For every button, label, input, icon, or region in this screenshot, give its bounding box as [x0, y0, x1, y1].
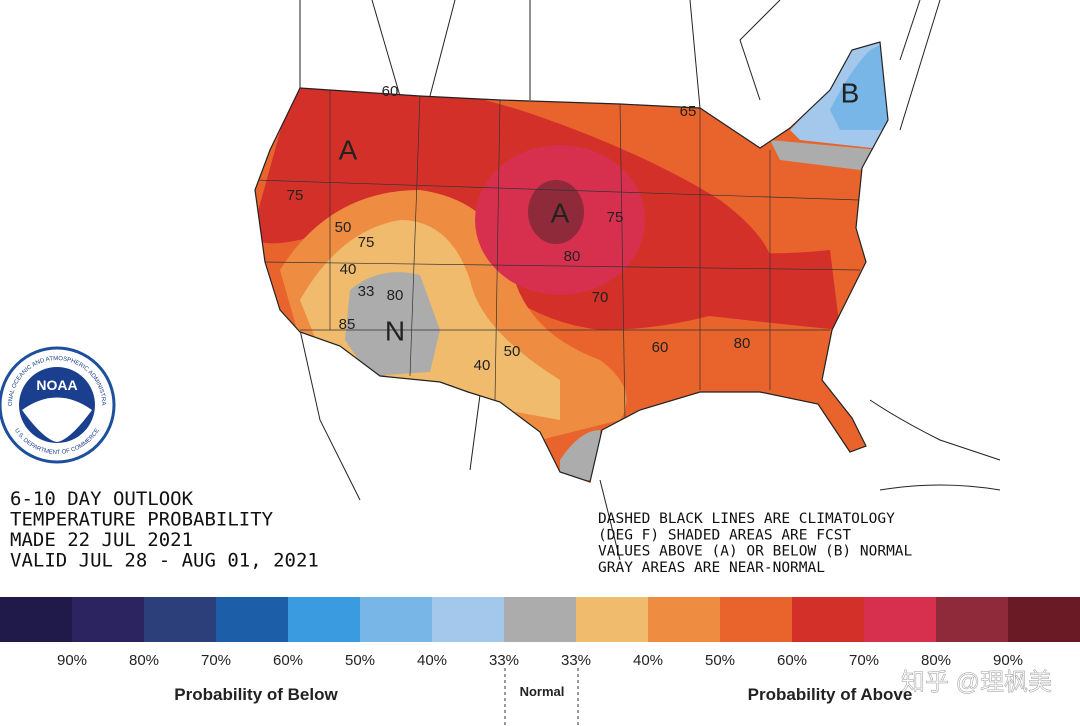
legend-swatch — [360, 597, 432, 642]
legend-label: 33% — [561, 652, 591, 669]
legend-label: 40% — [417, 652, 447, 669]
legend-swatch — [288, 597, 360, 642]
legend-swatch — [144, 597, 216, 642]
background-lines — [299, 0, 1001, 561]
logo-ring-top: NATIONAL OCEANIC AND ATMOSPHERIC ADMINIS… — [0, 0, 106, 406]
legend-label: 90% — [993, 652, 1023, 669]
legend-label: 60% — [777, 652, 807, 669]
header-line: 6-10 DAY OUTLOOK — [10, 488, 194, 510]
map-label: 70 — [592, 289, 609, 306]
legend-swatch — [0, 597, 72, 642]
map-label: 80 — [564, 248, 581, 265]
note-line: DASHED BLACK LINES ARE CLIMATOLOGY — [598, 511, 895, 527]
map-label: B — [841, 77, 860, 108]
header-line: MADE 22 JUL 2021 — [10, 529, 193, 551]
header-line: VALID JUL 28 - AUG 01, 2021 — [10, 550, 319, 572]
legend-label: 60% — [273, 652, 303, 669]
map-label: N — [385, 315, 405, 346]
legend-swatch — [504, 597, 576, 642]
logo-ring-top-text: NATIONAL OCEANIC AND ATMOSPHERIC ADMINIS… — [0, 0, 106, 406]
legend-normal: Normal — [520, 684, 565, 699]
note-line: VALUES ABOVE (A) OR BELOW (B) NORMAL — [598, 544, 913, 560]
state-lines — [255, 90, 861, 421]
map-label: 80 — [387, 287, 404, 304]
legend-swatch — [72, 597, 144, 642]
legend-label: 50% — [345, 652, 375, 669]
map-label: 80 — [734, 335, 751, 352]
map-label: 50 — [504, 343, 521, 360]
legend-swatch — [648, 597, 720, 642]
map-label: 65 — [680, 103, 697, 120]
legend-swatch — [216, 597, 288, 642]
map-label: A — [551, 197, 570, 228]
map-label: 60 — [652, 339, 669, 356]
notes: DASHED BLACK LINES ARE CLIMATOLOGY(DEG F… — [598, 511, 913, 576]
legend-label: 90% — [57, 652, 87, 669]
legend-label: 33% — [489, 652, 519, 669]
map-label: 75 — [607, 209, 624, 226]
map-label: 50 — [335, 219, 352, 236]
legend-label: 40% — [633, 652, 663, 669]
noaa-logo: NOAA NATIONAL OCEANIC AND ATMOSPHERIC AD… — [0, 0, 116, 464]
map-label: 85 — [339, 316, 356, 333]
map-label: 33 — [358, 283, 375, 300]
legend-label: 70% — [201, 652, 231, 669]
header-line: TEMPERATURE PROBABILITY — [10, 509, 274, 531]
legend-label: 80% — [129, 652, 159, 669]
legend-swatch — [1008, 597, 1080, 642]
map-label: 75 — [287, 187, 304, 204]
map-label: 40 — [340, 261, 357, 278]
legend-below: Probability of Below — [174, 685, 338, 704]
legend-swatch — [864, 597, 936, 642]
map-label: 40 — [474, 357, 491, 374]
legend-swatch — [936, 597, 1008, 642]
legend-label: 70% — [849, 652, 879, 669]
logo-name: NOAA — [36, 377, 77, 393]
legend: 90% 80% 70% 60% 50% 40% 33% 33% 40% 50% 60% 70% 80% 9… — [0, 597, 1080, 669]
legend-swatch — [576, 597, 648, 642]
legend-label: 80% — [921, 652, 951, 669]
watermark: 知乎 @理枫美 — [901, 669, 1052, 696]
legend-swatch — [432, 597, 504, 642]
legend-label: 50% — [705, 652, 735, 669]
map-label: 75 — [358, 234, 375, 251]
map-label: A — [339, 134, 358, 165]
us-outline — [254, 41, 889, 483]
legend-swatch — [720, 597, 792, 642]
legend-above: Probability of Above — [748, 685, 913, 704]
note-line: GRAY AREAS ARE NEAR-NORMAL — [598, 560, 825, 576]
map-label: 60 — [382, 83, 399, 100]
legend-swatch — [792, 597, 864, 642]
note-line: (DEG F) SHADED AREAS ARE FCST — [598, 527, 851, 543]
